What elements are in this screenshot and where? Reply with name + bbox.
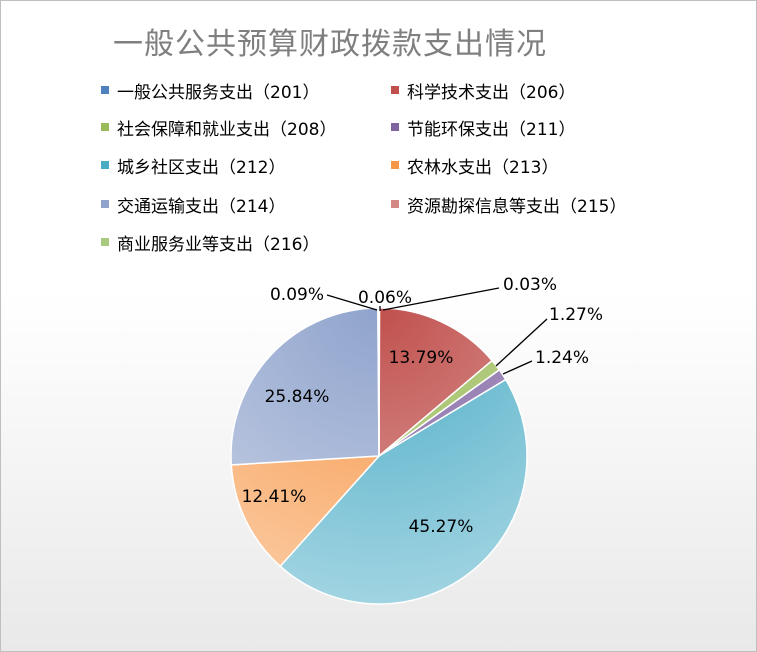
- legend-swatch: [101, 86, 109, 94]
- legend-swatch: [101, 200, 109, 208]
- leader-line: [495, 318, 548, 367]
- slice-value-label: 0.03%: [503, 275, 557, 295]
- legend-label: 节能环保支出（211）: [407, 119, 576, 140]
- legend-item: 一般公共服务支出（201）: [101, 76, 319, 104]
- leader-line: [502, 360, 533, 375]
- slice-value-label: 25.84%: [265, 387, 330, 407]
- legend-item: 城乡社区支出（212）: [101, 151, 285, 179]
- legend-item: 农林水支出（213）: [391, 151, 558, 179]
- pie-slice: [279, 378, 528, 605]
- legend-item: 科学技术支出（206）: [391, 76, 575, 104]
- slice-value-label: 1.24%: [535, 348, 589, 368]
- pie-slice: [378, 307, 494, 458]
- legend-swatch: [101, 161, 109, 169]
- legend-swatch: [391, 86, 399, 94]
- slice-value-label: 0.09%: [270, 285, 324, 305]
- legend-swatch: [391, 161, 399, 169]
- legend-label: 商业服务业等支出（216）: [117, 234, 320, 255]
- chart-title: 一般公共预算财政拨款支出情况: [113, 27, 547, 62]
- leader-line: [382, 287, 500, 311]
- pie-slice: [230, 455, 381, 568]
- legend-item: 社会保障和就业支出（208）: [101, 113, 336, 141]
- slice-value-label: 45.27%: [409, 517, 474, 537]
- legend-label: 科学技术支出（206）: [407, 82, 576, 103]
- slice-value-label: 0.06%: [358, 288, 412, 308]
- legend-label: 交通运输支出（214）: [117, 196, 286, 217]
- legend-item: 资源勘探信息等支出（215）: [391, 190, 626, 218]
- leader-line: [326, 294, 378, 311]
- legend-label: 资源勘探信息等支出（215）: [407, 196, 627, 217]
- slice-value-label: 13.79%: [389, 348, 454, 368]
- legend-item: 节能环保支出（211）: [391, 113, 575, 141]
- legend-item: 交通运输支出（214）: [101, 190, 285, 218]
- pie-slice: [230, 307, 380, 466]
- legend-swatch: [391, 200, 399, 208]
- legend-swatch: [101, 238, 109, 246]
- legend-swatch: [101, 123, 109, 131]
- legend-label: 一般公共服务支出（201）: [117, 82, 320, 103]
- legend-label: 城乡社区支出（212）: [117, 157, 286, 178]
- legend-label: 社会保障和就业支出（208）: [117, 119, 337, 140]
- legend-swatch: [391, 123, 399, 131]
- slice-value-label: 12.41%: [242, 487, 307, 507]
- legend-item: 商业服务业等支出（216）: [101, 228, 319, 256]
- legend-label: 农林水支出（213）: [407, 157, 559, 178]
- slice-value-label: 1.27%: [549, 305, 603, 325]
